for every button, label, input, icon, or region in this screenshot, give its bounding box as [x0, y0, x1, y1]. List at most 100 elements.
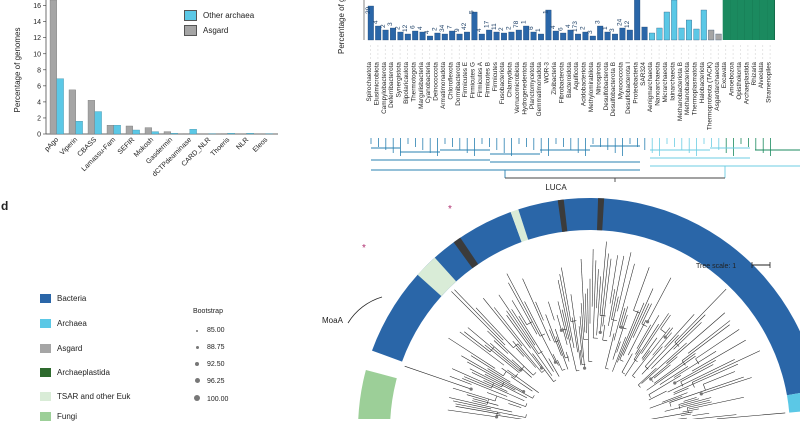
legend-swatch-asgard: [184, 25, 197, 36]
taxon-label: Bacteroidota: [566, 62, 573, 98]
taxa-bar: [620, 28, 626, 40]
taxon-label: Thermotogota: [410, 62, 417, 102]
bootstrap-dot: [554, 361, 557, 364]
taxon-label: Opisthokonta: [736, 62, 743, 100]
bar-count-label: 11: [491, 23, 498, 30]
bar-count-label: 3: [587, 30, 594, 34]
taxa-bar: [708, 30, 714, 40]
taxon-label: Margulisbacteria: [418, 62, 425, 109]
left-ylabel: Percentage of genomes: [13, 28, 22, 113]
bar-count-label: 24: [617, 18, 624, 26]
bar-count-label: 1: [520, 20, 527, 24]
taxa-bar: [553, 31, 559, 40]
bar-asgard: [164, 132, 171, 134]
bar-asgard: [107, 125, 114, 134]
taxon-label: Desulfobacterota I: [625, 62, 632, 114]
bar-other-archaea: [152, 132, 159, 134]
left-ytick: 12: [33, 35, 41, 42]
taxa-bar: [486, 30, 492, 40]
taxa-bar: [383, 30, 389, 40]
bar-count-label: 17: [483, 20, 490, 28]
bar-asgard: [145, 128, 152, 134]
bar-count-label: 4: [417, 26, 424, 30]
bootstrap-dot: [540, 366, 543, 369]
bar-count-label: 12: [402, 24, 409, 32]
taxon-label: Fibrobacterota: [558, 62, 565, 104]
bar-count-label: 4: [424, 30, 431, 34]
taxon-label: Methanobacteriota B: [677, 62, 684, 121]
bar-count-label: 2: [395, 26, 402, 30]
taxon-label: Firmicutes B: [484, 62, 491, 98]
taxon-label: WOR-3: [544, 62, 551, 84]
bootstrap-dot: [700, 392, 703, 395]
star-marker-2: *: [448, 204, 452, 215]
taxa-bar: [664, 12, 670, 40]
left-ytick: 14: [33, 19, 41, 26]
taxon-label: Fusobacteriota: [499, 62, 506, 105]
left-xtick: Eleos: [252, 136, 270, 154]
taxa-bar: [634, 0, 640, 40]
taxon-label: Deinococcota: [433, 62, 440, 101]
bootstrap-dot: [470, 387, 473, 390]
bootstrap-dot: [646, 320, 649, 323]
taxon-label: Zixibacteria: [551, 62, 558, 95]
taxa-bar: [560, 33, 566, 40]
bar-count-label: 3: [609, 28, 616, 32]
taxa-bar: [472, 12, 478, 40]
ring-bacteria-2: [518, 198, 800, 395]
taxa-bar: [605, 32, 611, 40]
right-ylabel-fragment: Percentage of g: [337, 0, 346, 54]
left-ytick: 6: [37, 83, 41, 90]
taxa-bar: [649, 33, 655, 40]
bootstrap-dot: [673, 381, 676, 384]
taxon-label: Methylomirabilota: [588, 62, 595, 113]
taxa-bar: [612, 34, 618, 40]
bar-count-label: 5: [469, 10, 476, 14]
bootstrap-dot: [560, 329, 563, 332]
star-marker-1: *: [362, 243, 366, 254]
euk-bar: [752, 0, 760, 40]
ring-fungi: [358, 370, 397, 419]
left-ytick: 2: [37, 115, 41, 122]
left-ytick: 4: [37, 99, 41, 106]
bootstrap-dot: [495, 415, 498, 418]
taxa-bar: [435, 33, 441, 40]
taxon-label: Firmicutes E: [462, 62, 469, 98]
taxon-label: Asgardarchaeota: [714, 62, 721, 111]
taxa-bar: [679, 28, 685, 40]
euk-bar: [745, 0, 753, 40]
taxon-label: Synergistota: [396, 62, 403, 98]
taxon-label: Armatimonadota: [440, 62, 447, 109]
taxa-bar: [701, 10, 707, 40]
bar-other-archaea: [190, 129, 197, 134]
taxon-label: Nitrospirota: [595, 62, 602, 95]
taxon-label: SAR324: [640, 62, 647, 86]
bar-count-label: 6: [557, 27, 564, 31]
bar-other-archaea: [76, 121, 83, 134]
taxon-label: Firmicutes A: [477, 61, 484, 97]
bar-count-label: 1: [602, 26, 609, 30]
bar-other-archaea: [57, 79, 64, 134]
taxa-bar: [442, 34, 448, 40]
bar-count-label: 29: [365, 6, 372, 14]
bar-other-archaea: [133, 130, 140, 134]
bootstrap-dot: [522, 390, 525, 393]
taxon-label: Chloroflexota: [447, 62, 454, 100]
tree-svg: MoaA * * Tree scale: 1: [0, 195, 800, 419]
taxon-label: Aquificota: [573, 62, 580, 91]
taxon-label: Acidobacteriota: [581, 62, 588, 106]
taxon-label: Thermoproteota (TACK): [706, 62, 713, 130]
bootstrap-dot: [599, 331, 602, 334]
taxon-label: Planctomycetota: [529, 62, 536, 110]
taxon-label: Myxococcota: [618, 62, 625, 100]
bar-count-label: 34: [439, 24, 446, 32]
taxon-label: Campylobacterota: [381, 62, 388, 114]
taxon-label: Proteobacteria: [632, 62, 639, 104]
taxon-label: Cyanobacteria: [425, 62, 432, 104]
bar-count-label: 2: [506, 26, 513, 30]
left-xtick: NLR: [235, 136, 250, 151]
left-ytick: 0: [37, 132, 41, 139]
taxa-bar: [494, 32, 500, 40]
euk-bar: [760, 0, 768, 40]
